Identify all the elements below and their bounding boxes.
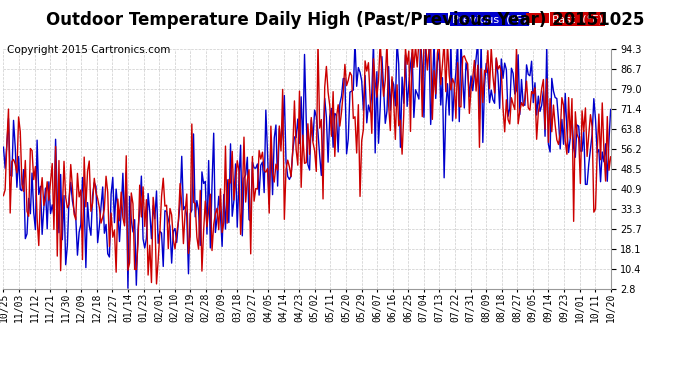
Past  (°F) (529, 92, 538, 96)
Past  (°F) (452, 116, 460, 120)
Past  (°F) (211, 211, 219, 216)
Legend: Previous  (°F), Past  (°F): Previous (°F), Past (°F) (424, 11, 605, 26)
Past  (°F) (455, 104, 464, 109)
Line: Past  (°F): Past (°F) (3, 42, 611, 284)
Past  (°F) (440, 39, 449, 44)
Text: Outdoor Temperature Daily High (Past/Previous Year) 20151025: Outdoor Temperature Daily High (Past/Pre… (46, 11, 644, 29)
Previous  (°F) (351, 39, 359, 44)
Line: Previous  (°F): Previous (°F) (3, 42, 611, 288)
Past  (°F) (152, 282, 161, 286)
Past  (°F) (317, 117, 326, 122)
Previous  (°F) (440, 176, 449, 180)
Past  (°F) (607, 154, 615, 159)
Previous  (°F) (124, 286, 132, 291)
Previous  (°F) (0, 145, 8, 149)
Previous  (°F) (315, 153, 324, 158)
Previous  (°F) (211, 230, 219, 235)
Past  (°F) (314, 39, 322, 44)
Text: Copyright 2015 Cartronics.com: Copyright 2015 Cartronics.com (7, 45, 170, 55)
Previous  (°F) (452, 70, 460, 74)
Past  (°F) (0, 193, 8, 198)
Previous  (°F) (455, 119, 464, 124)
Previous  (°F) (607, 107, 615, 112)
Previous  (°F) (529, 100, 538, 105)
